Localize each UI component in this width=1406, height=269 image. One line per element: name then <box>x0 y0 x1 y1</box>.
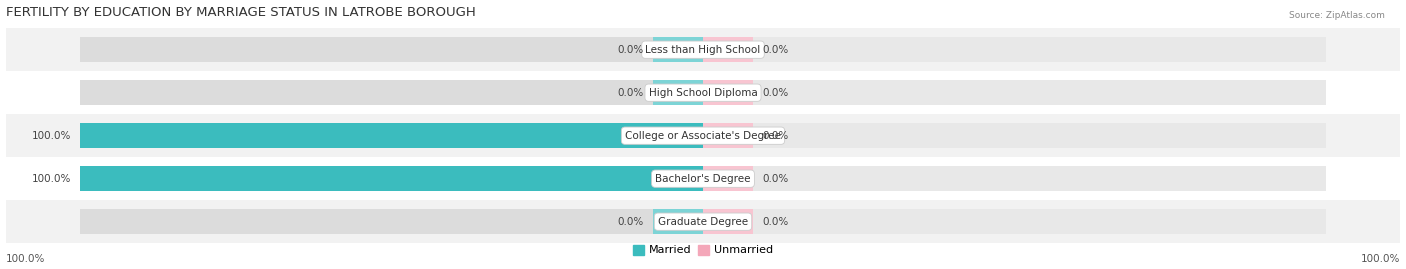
Bar <box>703 209 1326 234</box>
Bar <box>80 123 703 148</box>
Text: Less than High School: Less than High School <box>645 45 761 55</box>
Bar <box>654 37 703 62</box>
Text: 0.0%: 0.0% <box>617 217 644 227</box>
Bar <box>80 166 703 191</box>
Bar <box>6 200 1400 243</box>
Text: 0.0%: 0.0% <box>762 45 789 55</box>
Bar <box>80 123 703 148</box>
Bar <box>6 157 1400 200</box>
Text: 0.0%: 0.0% <box>617 88 644 98</box>
Bar <box>703 80 1326 105</box>
Text: High School Diploma: High School Diploma <box>648 88 758 98</box>
Text: 0.0%: 0.0% <box>762 88 789 98</box>
Text: FERTILITY BY EDUCATION BY MARRIAGE STATUS IN LATROBE BOROUGH: FERTILITY BY EDUCATION BY MARRIAGE STATU… <box>6 6 475 19</box>
Bar <box>654 80 703 105</box>
Text: 100.0%: 100.0% <box>1361 254 1400 264</box>
Bar <box>80 37 703 62</box>
Bar <box>6 28 1400 71</box>
Text: 100.0%: 100.0% <box>31 174 70 184</box>
Text: Bachelor's Degree: Bachelor's Degree <box>655 174 751 184</box>
Bar <box>703 123 1326 148</box>
Legend: Married, Unmarried: Married, Unmarried <box>628 240 778 260</box>
Bar <box>80 166 703 191</box>
Text: 0.0%: 0.0% <box>617 45 644 55</box>
Text: 0.0%: 0.0% <box>762 131 789 141</box>
Bar <box>80 209 703 234</box>
Bar <box>703 166 1326 191</box>
Text: 100.0%: 100.0% <box>6 254 45 264</box>
Text: 0.0%: 0.0% <box>762 174 789 184</box>
Text: Source: ZipAtlas.com: Source: ZipAtlas.com <box>1289 11 1385 20</box>
Bar <box>6 114 1400 157</box>
Bar <box>654 209 703 234</box>
Bar <box>703 37 752 62</box>
Bar <box>80 80 703 105</box>
Text: Graduate Degree: Graduate Degree <box>658 217 748 227</box>
Bar <box>703 166 752 191</box>
Bar <box>703 209 752 234</box>
Bar <box>703 123 752 148</box>
Bar <box>703 37 1326 62</box>
Text: College or Associate's Degree: College or Associate's Degree <box>626 131 780 141</box>
Text: 0.0%: 0.0% <box>762 217 789 227</box>
Bar <box>703 80 752 105</box>
Bar <box>6 71 1400 114</box>
Text: 100.0%: 100.0% <box>31 131 70 141</box>
